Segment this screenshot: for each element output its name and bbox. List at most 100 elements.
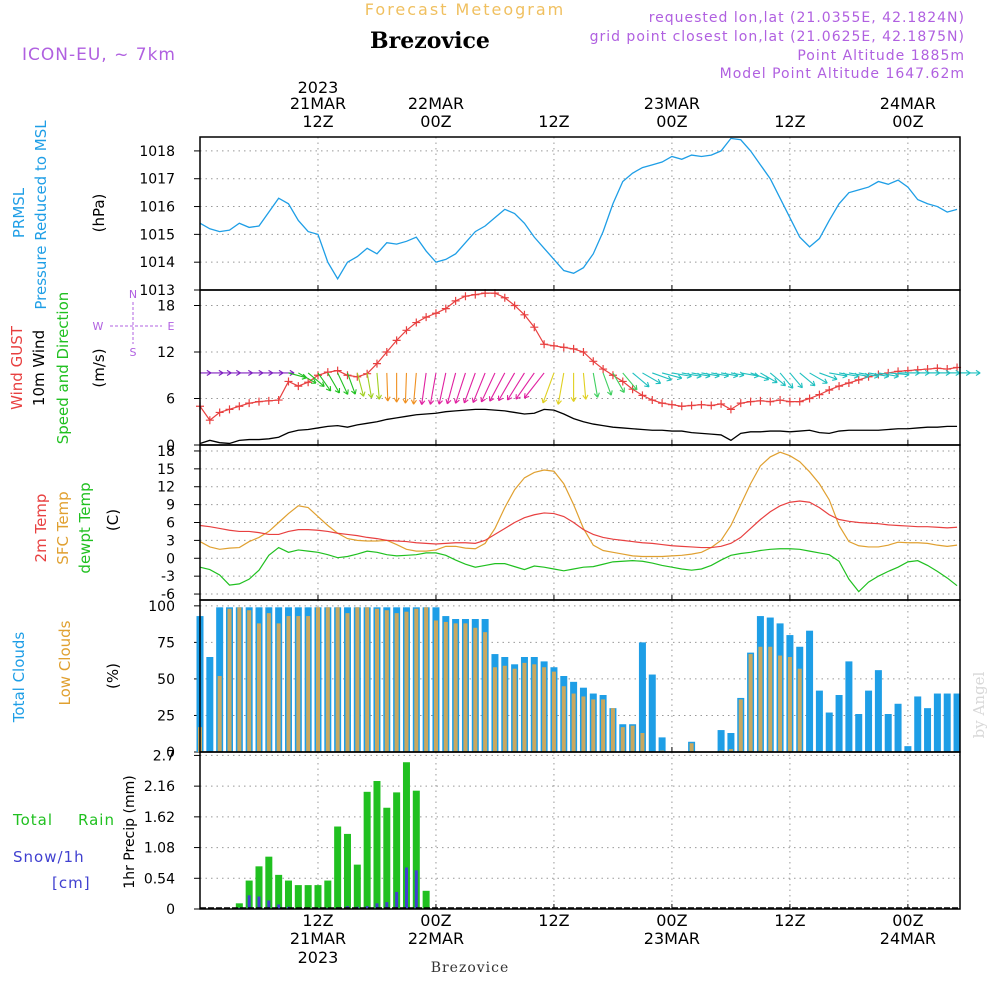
low-cloud-bar [787, 657, 792, 752]
total-cloud-bar [933, 693, 941, 752]
y-tick-label: 9 [166, 498, 175, 514]
low-cloud-bar [237, 607, 242, 752]
gust-marker [658, 399, 667, 408]
rain-bar [402, 762, 410, 909]
wind-arrow [375, 372, 382, 400]
snow-label: Snow/1h [13, 848, 85, 866]
rain-bar [255, 866, 263, 909]
low-cloud-bar [306, 616, 311, 752]
y-tick-label: 100 [148, 599, 175, 615]
gust-marker [687, 401, 696, 410]
gust-marker [599, 365, 608, 374]
wind-arrow [453, 372, 466, 404]
y-tick-label: 1018 [139, 144, 175, 160]
bottom-hour-label: 12Z [774, 911, 805, 930]
wind-label: 10m Wind [30, 330, 48, 406]
gust-marker [205, 416, 214, 425]
rain-bar [393, 792, 401, 909]
wind-arrow [229, 369, 241, 376]
low-cloud-bar [256, 623, 261, 752]
gust-marker [254, 397, 263, 406]
requested-coords: requested lon,lat (21.0355E, 42.1824N) [649, 10, 965, 26]
low-cloud-bar [778, 655, 783, 752]
y-tick-label: 12 [157, 345, 175, 361]
wind-arrow [419, 372, 427, 405]
total-cloud-bar [825, 712, 833, 752]
bottom-hour-label: 12Z [538, 911, 569, 930]
top-date-label: 24MAR [880, 94, 936, 113]
wind-ticks: 0 6 12 18 [157, 299, 200, 454]
wind-arrow [769, 372, 787, 387]
panel-grids [200, 137, 960, 909]
gust-marker [608, 371, 617, 380]
gust-marker [500, 293, 509, 302]
cloud-bars [196, 607, 961, 752]
gust-marker [412, 318, 421, 327]
gust-marker [667, 400, 676, 409]
wind-arrow [356, 372, 366, 397]
rain-bar [353, 864, 361, 909]
pressure-line [199, 137, 958, 281]
wind-arrow [661, 372, 683, 381]
wind-arrow [428, 372, 437, 405]
low-cloud-bar [374, 608, 379, 752]
y-tick-label: 25 [157, 708, 175, 724]
direction-label: Speed and Direction [54, 292, 72, 445]
gust-marker [943, 365, 952, 374]
y-tick-label: 12 [157, 480, 175, 496]
rain-bar [343, 833, 351, 909]
precip-unit: 1hr Precip (mm) [122, 775, 138, 888]
total-cloud-label: Total Clouds [10, 632, 28, 724]
precip-ticks: 0 0.54 1.08 1.62 2.16 2.7 [144, 748, 200, 918]
rain-bar [294, 885, 302, 909]
rain-bar [304, 885, 312, 909]
bottom-year-label: 2023 [298, 948, 339, 967]
y-tick-label: -3 [161, 569, 175, 585]
rain-bar [383, 807, 391, 909]
wind-arrows [200, 369, 981, 405]
gust-marker [746, 397, 755, 406]
low-cloud-bar [492, 667, 497, 752]
gust-marker [805, 394, 814, 403]
wind-arrow [410, 372, 417, 405]
low-cloud-bar [689, 743, 694, 752]
low-cloud-bar [758, 646, 763, 752]
wind-arrow [789, 372, 803, 389]
low-cloud-bar [581, 696, 586, 752]
low-cloud-bar [768, 646, 773, 752]
y-tick-label: 2.7 [153, 748, 175, 764]
top-hour-label: 12Z [774, 112, 805, 131]
wind-arrow [200, 369, 212, 376]
panel-frames [199, 136, 961, 910]
wind-arrow [471, 372, 486, 404]
low-cloud-bar [542, 667, 547, 752]
total-cloud-bar [924, 708, 932, 752]
gust-marker [697, 400, 706, 409]
gust-marker [235, 402, 244, 411]
gust-marker [431, 309, 440, 318]
compass-n: N [129, 288, 137, 301]
total-cloud-bar [884, 714, 892, 752]
gust-marker [441, 304, 450, 313]
wind-arrow [337, 372, 349, 395]
wind-arrow [652, 372, 672, 382]
wind-arrow [480, 372, 496, 403]
wind-arrow [760, 372, 778, 384]
wind-arrow [317, 372, 332, 392]
y-tick-label: 0 [166, 902, 175, 918]
gust-marker [304, 378, 313, 387]
total-cloud-bar [835, 695, 843, 752]
gust-marker [323, 368, 332, 377]
gust-marker [559, 343, 568, 352]
low-cloud-bar [483, 632, 488, 752]
cloud-panel: Total Clouds Low Clouds (%) 0 25 50 75 100 [10, 599, 961, 761]
low-cloud-bar [414, 608, 419, 752]
wind-arrow [436, 372, 447, 405]
total-cloud-bar [894, 703, 902, 752]
low-cloud-bar [601, 699, 606, 752]
low-cloud-bar [561, 686, 566, 752]
y-tick-label: 1017 [139, 172, 175, 188]
gust-marker [815, 390, 824, 399]
rain-bar [314, 885, 322, 909]
